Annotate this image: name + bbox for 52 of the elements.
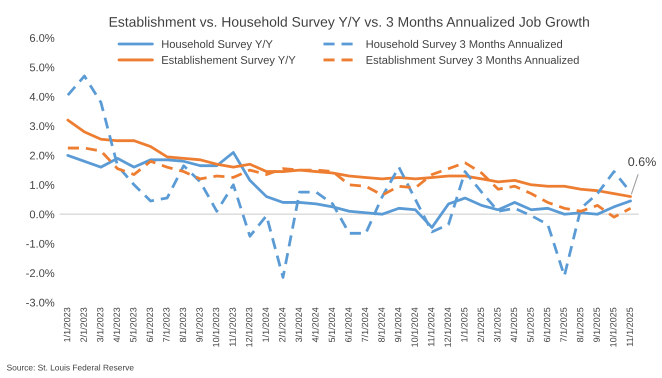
x-tick-label: 10/1/2024 — [411, 308, 418, 347]
x-tick-label: 11/1/2023 — [229, 308, 236, 346]
y-tick-label: 4.0% — [30, 92, 54, 101]
y-tick-label: -1.0% — [26, 240, 54, 248]
x-tick-label: 7/1/2025 — [560, 308, 567, 342]
x-tick-label: 12/1/2023 — [246, 308, 252, 347]
x-tick-label: 9/1/2023 — [196, 308, 203, 342]
x-tick-label: 8/1/2025 — [576, 308, 584, 342]
x-tick-label: 9/1/2025 — [593, 308, 600, 342]
x-tick-label: 7/1/2024 — [362, 308, 368, 342]
y-tick-label: 1.0% — [30, 181, 54, 189]
x-tick-label: 10/1/2025 — [610, 308, 616, 347]
y-tick-label: 6.0% — [30, 34, 54, 42]
x-tick-label: 11/1/2024 — [428, 308, 434, 346]
x-tick-label: 5/1/2023 — [130, 308, 136, 342]
annotation: 0.6% — [628, 157, 656, 166]
x-tick-label: 2/1/2025 — [477, 308, 484, 342]
x-tick-label: 1/1/2024 — [262, 308, 269, 342]
x-tick-label: 1/1/2023 — [64, 308, 70, 342]
source-note: Source: St. Louis Federal Reserve — [7, 364, 134, 371]
legend-label: Establishement Survey Y/Y — [162, 56, 296, 66]
y-tick-label: 5.0% — [30, 63, 54, 72]
x-tick-label: 4/1/2025 — [510, 308, 518, 342]
x-tick-label: 8/1/2024 — [378, 308, 385, 342]
x-tick-label: 6/1/2024 — [344, 308, 352, 342]
x-tick-label: 7/1/2023 — [162, 308, 170, 342]
x-tick-label: 2/1/2024 — [278, 308, 286, 342]
x-tick-label: 1/1/2025 — [460, 308, 468, 342]
x-tick-label: 11/1/2025 — [626, 308, 633, 346]
y-tick-label: 3.0% — [30, 122, 54, 130]
x-tick-label: 4/1/2023 — [113, 308, 120, 342]
x-tick-label: 4/1/2024 — [312, 308, 319, 342]
legend-label: Household Survey 3 Months Annualized — [366, 40, 562, 50]
y-tick-label: 2.0% — [30, 152, 54, 160]
x-tick-label: 9/1/2024 — [394, 308, 402, 342]
x-tick-label: 3/1/2024 — [295, 308, 302, 342]
chart-title: Establishment vs. Household Survey Y/Y vs. 3 Months Annualized Job Growth — [110, 16, 589, 30]
x-tick-label: 5/1/2024 — [328, 308, 336, 342]
legend-label: Household Survey Y/Y — [162, 40, 273, 50]
x-tick-label: 6/1/2025 — [544, 308, 550, 342]
x-tick-label: 3/1/2025 — [494, 308, 501, 342]
legend-label: Establishment Survey 3 Months Annualized — [366, 56, 579, 66]
x-tick-label: 5/1/2025 — [527, 308, 534, 342]
y-tick-label: -3.0% — [26, 298, 54, 307]
x-tick-label: 10/1/2023 — [212, 308, 220, 347]
y-tick-label: 0.0% — [30, 210, 54, 218]
x-tick-label: 12/1/2024 — [444, 308, 451, 347]
x-tick-label: 6/1/2023 — [146, 308, 154, 342]
x-tick-label: 3/1/2023 — [96, 308, 104, 342]
x-tick-label: 8/1/2023 — [179, 308, 186, 342]
x-tick-label: 2/1/2023 — [80, 308, 87, 342]
y-tick-label: -2.0% — [26, 269, 54, 278]
